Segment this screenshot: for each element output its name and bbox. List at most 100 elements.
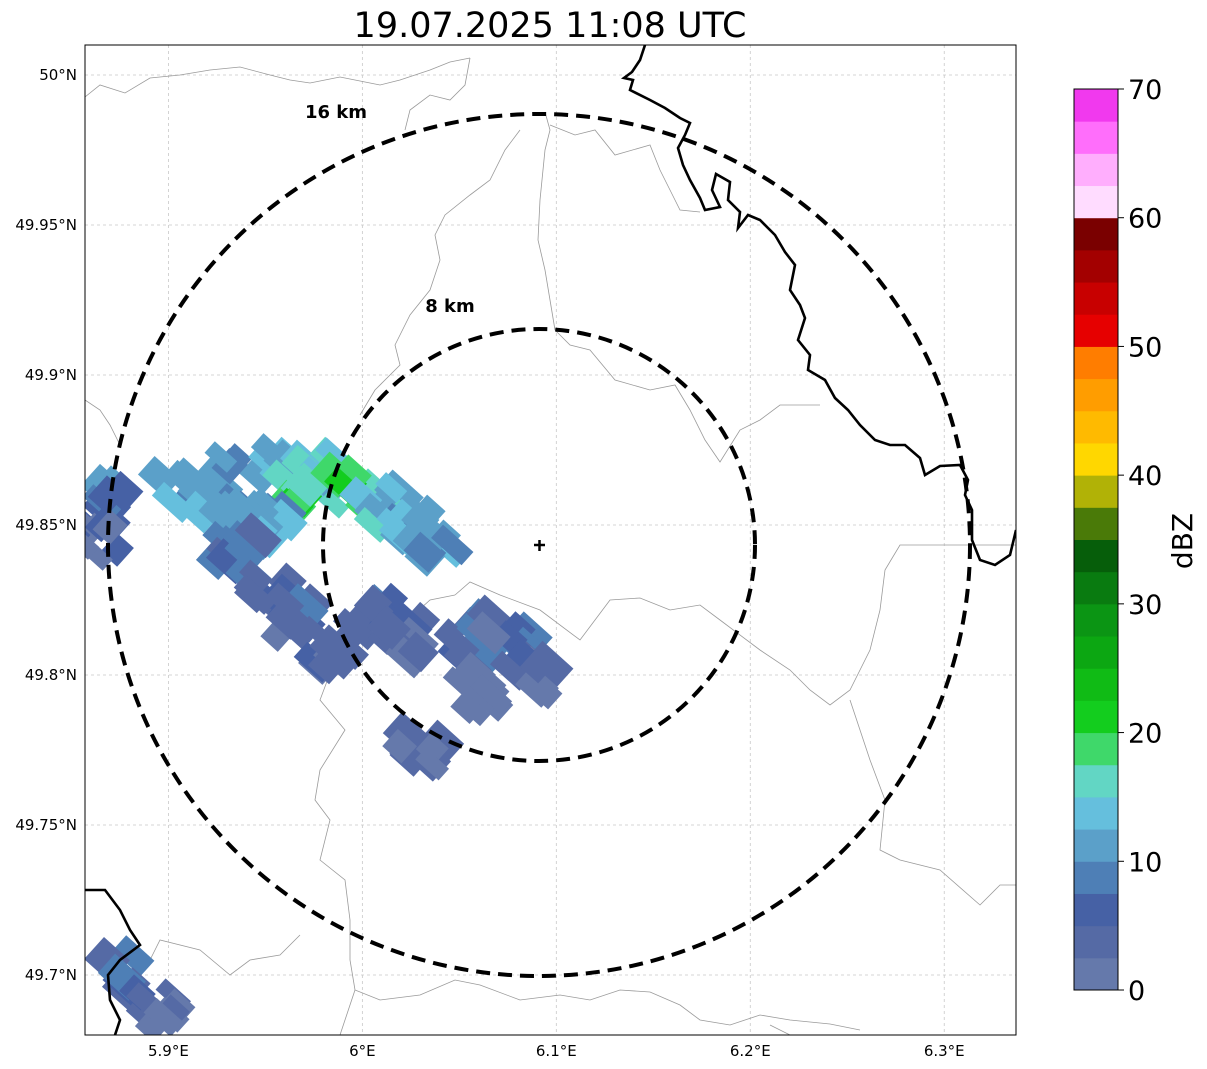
echo-bin [415,747,450,781]
echo-cell [137,455,222,534]
echo-bin [382,728,417,764]
figure-title: 19.07.2025 11:08 UTC [354,6,747,46]
map-frame [84,44,1017,1036]
echo-bin [404,601,441,637]
echo-bin [239,559,273,593]
national-borders [85,45,1016,1035]
echo-bin [382,711,429,757]
range-ring-16km [106,112,972,978]
municipal-boundaries [85,57,1016,1035]
lon-tick-label: 6.2°E [730,1042,771,1060]
echo-bin [337,454,372,488]
echo-bin [161,994,190,1023]
echo-bin [265,596,310,640]
echo-bin [234,512,282,559]
colorbar-segment [1074,764,1118,798]
colorbar-segment [1074,796,1118,830]
colorbar-tick-label: 10 [1128,847,1162,878]
colorbar-segment [1074,700,1118,734]
echo-bin [284,462,330,508]
colorbar-segment [1074,410,1118,444]
colorbar-segment [1074,185,1118,219]
echo-bin [281,583,329,629]
echo-bin [461,697,491,727]
echo-bin [442,666,472,695]
echo-bin [353,584,393,624]
range-ring-label-8km: 8 km [425,296,475,317]
lat-tick-label: 49.85°N [15,516,77,534]
map-panel[interactable]: 16 km 8 km [55,44,1017,1043]
echo-bin [422,719,465,761]
colorbar-ticks: 0 10 20 30 40 50 60 70 [1118,75,1162,1007]
colorbar-segment [1074,957,1118,991]
colorbar-segment [1074,603,1118,637]
echo-bin [375,472,408,504]
lat-tick-label: 49.95°N [15,216,77,234]
echo-cell [260,580,333,652]
echo-cell [442,651,514,727]
map-gridlines [85,45,1016,1035]
colorbar-segment [1074,925,1118,959]
echo-bin [420,732,449,760]
echo-bin [224,529,269,573]
colorbar-segment [1074,89,1118,122]
echo-bin [151,481,195,523]
colorbar-segment [1074,282,1118,315]
echo-bin [515,664,559,708]
echo-bin [233,574,276,615]
colorbar-segment [1074,732,1118,766]
colorbar-tick-label: 30 [1128,590,1162,621]
echo-bin [112,935,155,976]
echo-bin [307,653,340,685]
echo-bin [204,441,238,473]
colorbar: 0 10 20 30 40 50 60 70 dBZ [1073,75,1199,1007]
lon-tick-label: 5.9°E [148,1042,189,1060]
colorbar-segment [1074,217,1118,251]
lon-tick-label: 6°E [349,1042,376,1060]
echo-bin [85,503,105,553]
colorbar-segment [1074,153,1118,187]
echo-bin [403,530,447,573]
colorbar-segment [1074,829,1118,862]
echo-bin [299,615,333,648]
colorbar-segment [1074,539,1118,573]
colorbar-segment [1074,507,1118,540]
echo-bin [392,523,425,556]
colorbar-tick-label: 0 [1128,976,1145,1007]
colorbar-frame [1073,88,1119,991]
lat-tick-label: 49.75°N [15,816,77,834]
echo-cell [392,500,474,577]
echo-cell [382,711,465,782]
echo-bin [265,582,305,620]
lat-tick-label: 50°N [39,66,77,84]
echo-bin [143,997,184,1035]
colorbar-tick-label: 40 [1128,461,1162,492]
range-rings [106,112,972,978]
echo-bin [87,475,127,515]
colorbar-label: dBZ [1166,513,1199,569]
echo-bin [470,674,513,715]
colorbar-segment [1074,861,1118,894]
radar-site-marker [534,540,545,551]
echo-bin [366,606,411,650]
echo-cell [366,601,441,679]
lat-tick-label: 49.8°N [25,666,77,684]
echo-cell [490,638,574,710]
lon-tick-label: 6.1°E [536,1042,577,1060]
colorbar-segment [1074,442,1118,476]
colorbar-segment [1074,314,1118,347]
colorbar-segment [1074,346,1118,380]
colorbar-segment [1074,475,1118,508]
lat-tick-label: 49.9°N [25,366,77,384]
range-ring-8km [321,327,757,763]
radar-echoes [85,433,574,1035]
echo-bin [410,509,439,538]
echo-bin [443,634,480,672]
echo-bin [164,459,197,493]
colorbar-segment [1074,249,1118,283]
echo-bin [397,631,439,673]
colorbar-tick-label: 50 [1128,332,1162,363]
echo-bin [376,507,409,539]
echo-bin [212,490,249,526]
